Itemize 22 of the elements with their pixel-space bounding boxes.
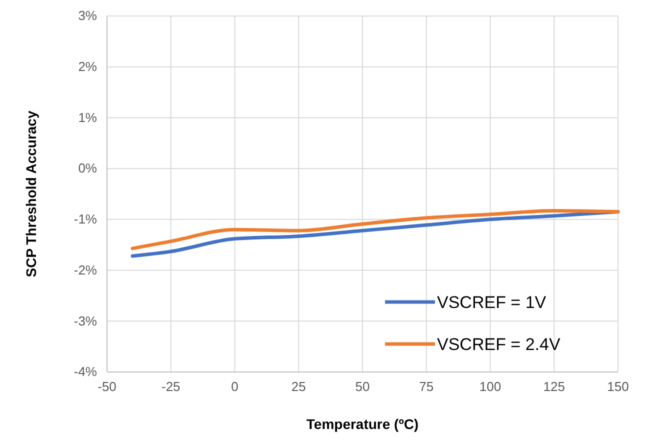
- x-tick-label: -25: [161, 379, 180, 394]
- y-tick-label: 3%: [78, 8, 98, 24]
- x-tick-label: 150: [607, 379, 629, 394]
- x-tick-label: 100: [479, 379, 502, 394]
- x-tick-label: 50: [355, 379, 370, 394]
- y-axis-title: SCP Threshold Accuracy: [23, 110, 39, 278]
- y-tick-label: 1%: [78, 110, 98, 125]
- y-tick-label: -4%: [74, 364, 98, 380]
- x-tick-label: 75: [419, 379, 434, 394]
- legend-label: VSCREF = 1V: [437, 293, 547, 312]
- legend-label: VSCREF = 2.4V: [437, 335, 561, 354]
- line-series: [130, 209, 620, 250]
- y-tick-label: 0%: [78, 160, 98, 176]
- x-tick-label: 0: [231, 379, 238, 394]
- y-tick-label: 2%: [78, 59, 98, 74]
- y-tick-label: -2%: [74, 262, 98, 278]
- y-tick-label: -3%: [74, 313, 98, 328]
- x-tick-label: 125: [543, 379, 565, 394]
- x-tick-label: -50: [98, 379, 116, 394]
- x-axis-title: Temperature (ºC): [306, 416, 419, 432]
- y-tick-label: -1%: [74, 212, 98, 227]
- x-tick-label: 25: [291, 379, 306, 394]
